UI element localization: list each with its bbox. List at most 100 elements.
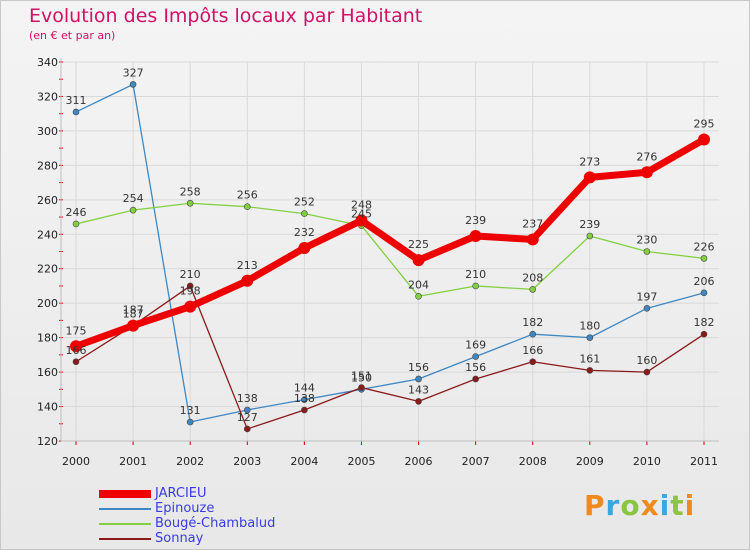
- y-tick-label: 240: [37, 228, 58, 241]
- data-label-boug-chambalud: 254: [123, 192, 144, 205]
- data-point-jarcieu: [184, 300, 197, 313]
- chart-title: Evolution des Impôts locaux par Habitant: [29, 5, 423, 27]
- legend-item-boug-chambalud: Bougé-Chambalud: [99, 516, 275, 531]
- logo-letter: i: [684, 489, 696, 522]
- data-label-sonnay: 187: [123, 308, 144, 321]
- data-label-jarcieu: 237: [522, 217, 543, 230]
- data-label-boug-chambalud: 204: [408, 278, 429, 291]
- data-label-epinouze: 206: [694, 275, 715, 288]
- data-label-sonnay: 151: [351, 370, 372, 383]
- data-label-sonnay: 166: [66, 344, 87, 357]
- logo-letter: i: [659, 489, 671, 522]
- data-point-epinouze: [243, 406, 251, 414]
- data-point-jarcieu: [583, 171, 596, 184]
- x-tick-label: 2001: [119, 455, 147, 468]
- legend-label-epinouze: Epinouze: [155, 501, 215, 516]
- logo-letter: x: [640, 489, 660, 522]
- data-label-epinouze: 311: [66, 94, 87, 107]
- x-tick-label: 2009: [576, 455, 604, 468]
- data-point-jarcieu: [526, 233, 539, 246]
- data-point-boug-chambalud: [72, 220, 80, 228]
- x-tick-label: 2004: [290, 455, 318, 468]
- data-label-epinouze: 180: [579, 320, 600, 333]
- x-tick-label: 2006: [405, 455, 433, 468]
- data-label-jarcieu: 213: [237, 259, 258, 272]
- data-point-epinouze: [415, 375, 422, 383]
- data-point-sonnay: [472, 375, 479, 383]
- data-point-jarcieu: [698, 133, 710, 146]
- data-label-boug-chambalud: 252: [294, 196, 315, 209]
- data-label-jarcieu: 198: [180, 285, 201, 298]
- y-tick-label: 200: [37, 297, 58, 310]
- logo-letter: t: [670, 489, 685, 522]
- proxiti-logo: Proxiti: [584, 489, 695, 522]
- data-point-jarcieu: [70, 340, 82, 353]
- data-label-boug-chambalud: 239: [579, 218, 600, 231]
- data-label-sonnay: 166: [522, 344, 543, 357]
- legend-swatch-sonnay: [99, 537, 151, 540]
- logo-letter: o: [620, 489, 641, 522]
- data-point-epinouze: [129, 81, 137, 88]
- data-label-jarcieu: 239: [465, 214, 486, 227]
- data-label-epinouze: 156: [408, 361, 429, 374]
- legend-swatch-jarcieu: [99, 489, 151, 498]
- data-point-epinouze: [472, 353, 479, 360]
- data-point-sonnay: [186, 282, 194, 290]
- data-label-boug-chambalud: 230: [636, 234, 657, 247]
- data-point-jarcieu: [241, 274, 254, 287]
- data-point-epinouze: [301, 396, 308, 403]
- data-label-epinouze: 182: [522, 316, 543, 329]
- series-line-epinouze: [75, 83, 705, 423]
- data-point-sonnay: [243, 425, 251, 433]
- data-label-sonnay: 161: [579, 352, 600, 365]
- data-point-epinouze: [586, 334, 594, 341]
- data-label-epinouze: 150: [351, 371, 372, 384]
- data-label-sonnay: 182: [694, 316, 715, 329]
- data-point-boug-chambalud: [243, 203, 251, 211]
- data-label-sonnay: 143: [408, 383, 429, 396]
- x-tick-label: 2011: [690, 455, 718, 468]
- x-tick-label: 2010: [633, 455, 661, 468]
- data-label-epinouze: 138: [237, 392, 258, 405]
- legend: JARCIEU Epinouze Bougé-Chambalud Sonnay: [99, 486, 275, 546]
- data-label-jarcieu: 273: [579, 155, 600, 168]
- y-tick-label: 300: [37, 125, 58, 138]
- data-point-epinouze: [700, 289, 708, 297]
- x-tick-label: 2007: [462, 455, 490, 468]
- data-point-sonnay: [700, 330, 708, 338]
- axes: 120 140 160 180 200 220 240 260 280 300 320 340 2000…: [37, 56, 719, 468]
- legend-label-jarcieu: JARCIEU: [155, 486, 207, 501]
- y-tick-label: 180: [37, 332, 58, 345]
- data-label-epinouze: 131: [180, 404, 201, 417]
- logo-letter: r: [605, 489, 621, 522]
- legend-swatch-epinouze: [99, 507, 151, 510]
- data-label-jarcieu: 175: [66, 324, 87, 337]
- data-point-boug-chambalud: [700, 255, 708, 262]
- data-label-jarcieu: 187: [123, 304, 144, 317]
- data-label-epinouze: 197: [636, 290, 657, 303]
- data-label-jarcieu: 248: [351, 198, 372, 211]
- data-point-jarcieu: [298, 242, 311, 255]
- x-tick-label: 2008: [519, 455, 547, 468]
- data-label-sonnay: 138: [294, 392, 315, 405]
- series-line-jarcieu: [72, 136, 708, 350]
- x-tick-label: 2000: [62, 455, 90, 468]
- series-lines: [72, 83, 708, 430]
- data-point-boug-chambalud: [472, 282, 479, 290]
- data-label-epinouze: 169: [465, 339, 486, 352]
- data-point-sonnay: [586, 367, 594, 374]
- data-label-sonnay: 160: [636, 354, 657, 367]
- data-label-boug-chambalud: 208: [522, 271, 543, 284]
- legend-item-epinouze: Epinouze: [99, 501, 275, 516]
- data-point-jarcieu: [469, 229, 482, 242]
- y-tick-label: 220: [37, 263, 58, 276]
- data-point-boug-chambalud: [415, 292, 422, 300]
- data-label-jarcieu: 225: [408, 238, 429, 251]
- data-point-sonnay: [301, 406, 308, 414]
- data-point-jarcieu: [640, 166, 653, 179]
- data-label-epinouze: 144: [294, 382, 315, 395]
- legend-item-jarcieu: JARCIEU: [99, 486, 275, 501]
- series-points: [70, 81, 710, 433]
